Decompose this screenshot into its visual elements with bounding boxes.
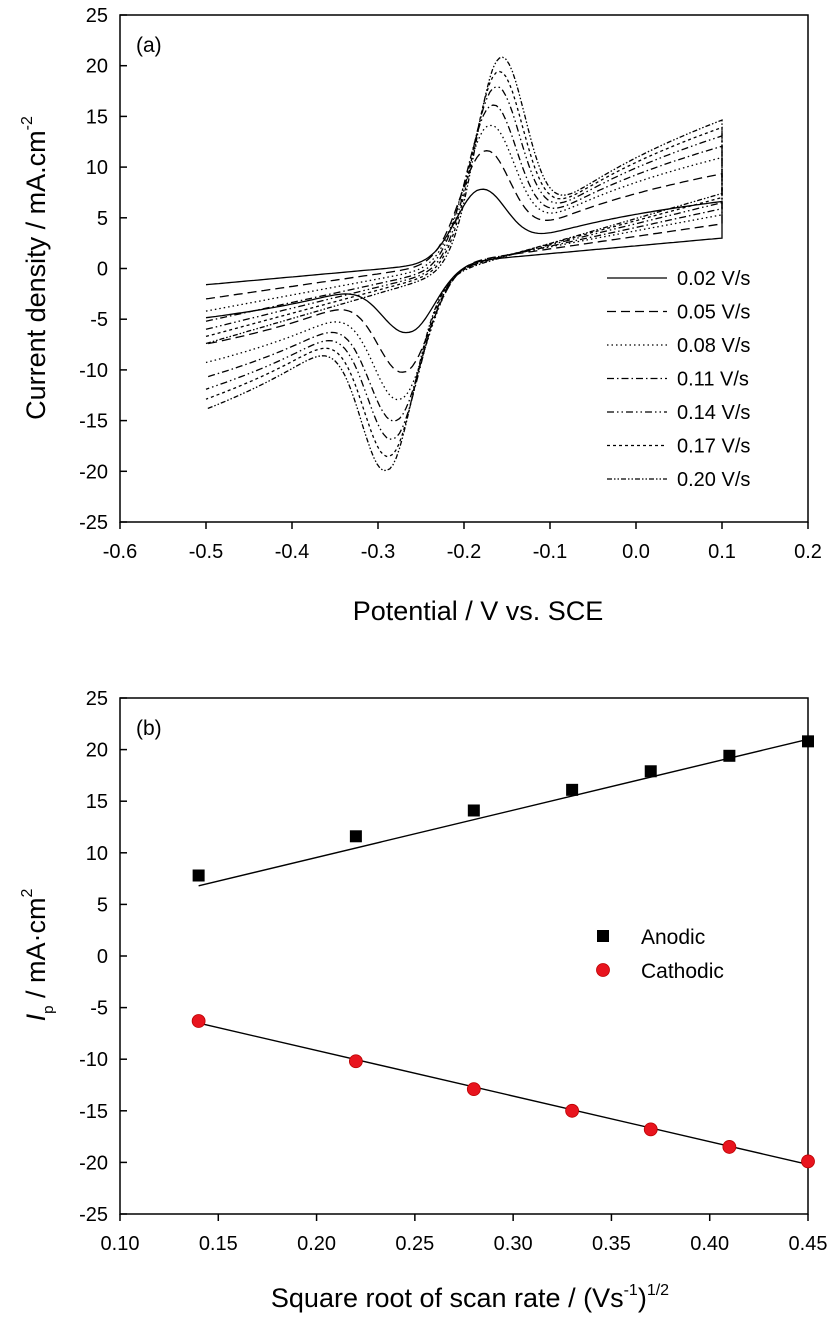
data-point-cathodic: [466, 1082, 481, 1097]
y-axis-title-b-sub: p: [40, 1006, 57, 1014]
y-tick-label: -20: [79, 461, 108, 483]
panel-b: 25 20 15 10 5 0 -5 -10 -15 -20 -25 0.10 0.15 0.20 0.2…: [19, 688, 827, 1313]
data-point-cathodic: [643, 1122, 658, 1137]
y-tick-label: 0: [97, 259, 108, 281]
y-tick-label: -10: [79, 360, 108, 382]
x-tick-label: 0.2: [794, 541, 822, 563]
y-tick-label: -25: [79, 512, 108, 534]
y-axis-b: 25 20 15 10 5 0 -5 -10 -15 -20 -25: [79, 688, 127, 1226]
fit-line-anodic: [198, 738, 809, 887]
x-tick-label: -0.5: [189, 541, 223, 563]
y-tick-label: 10: [86, 157, 108, 179]
data-point-cathodic: [191, 1014, 206, 1028]
y-axis-a: 25 20 15 10 5 0 -5 -10 -15 -20 -25: [79, 5, 127, 534]
y-tick-label: -5: [90, 998, 108, 1020]
x-tick-label: 0.1: [708, 541, 736, 563]
x-tick-label: 0.30: [494, 1233, 533, 1255]
y-tick-label: 25: [86, 5, 108, 27]
cv-curve-4: [205, 104, 723, 422]
legend-label-a: 0.14 V/s: [677, 402, 750, 424]
x-axis-title-b-sup1: -1: [624, 1282, 638, 1299]
legend-marker-b: [596, 963, 610, 977]
cv-curve-7: [205, 56, 723, 472]
data-point-anodic: [644, 765, 657, 778]
y-tick-label: -15: [79, 411, 108, 433]
x-tick-label: -0.2: [447, 541, 481, 563]
x-tick-label: 0.45: [789, 1233, 828, 1255]
plot-frame-b: [119, 697, 809, 1215]
cv-curve-6: [205, 70, 723, 458]
y-tick-label: 15: [86, 791, 108, 813]
x-tick-label: 0.15: [199, 1233, 238, 1255]
y-axis-title-a: Current density / mA.cm-2: [19, 116, 51, 420]
cv-curve-5: [205, 86, 723, 440]
y-axis-title-b-sup: 2: [19, 889, 36, 898]
y-tick-label: 20: [86, 740, 108, 762]
legend-label-b: Anodic: [641, 926, 705, 949]
y-tick-label: 15: [86, 106, 108, 128]
data-point-anodic: [723, 749, 736, 762]
x-tick-label: -0.1: [533, 541, 567, 563]
data-point-cathodic: [801, 1154, 815, 1169]
x-tick-label: 0.25: [395, 1233, 434, 1255]
panel-label-b: (b): [136, 717, 162, 740]
data-point-anodic: [349, 830, 362, 843]
x-axis-a: -0.6 -0.5 -0.4 -0.3 -0.2 -0.1 0.0 0.1 0.2: [103, 522, 822, 563]
y-axis-title-b: Ip / mA·cm2: [19, 889, 57, 1022]
y-tick-label: 20: [86, 56, 108, 78]
legend-label-a: 0.20 V/s: [677, 469, 750, 491]
data-point-cathodic: [722, 1140, 737, 1154]
x-tick-label: -0.3: [361, 541, 395, 563]
legend-label-a: 0.02 V/s: [677, 268, 750, 290]
x-tick-label: 0.35: [592, 1233, 631, 1255]
y-tick-label: 5: [97, 894, 108, 916]
legend-marker-b: [597, 930, 609, 942]
cv-curves: [205, 56, 723, 472]
x-tick-label: 0.10: [101, 1233, 140, 1255]
fit-line-cathodic: [198, 1022, 809, 1166]
panel-label-a: (a): [136, 34, 162, 57]
data-point-anodic: [802, 735, 814, 748]
legend-a: 0.02 V/s 0.05 V/s 0.08 V/s 0.11 V/s 0.14 V/s…: [607, 268, 750, 491]
x-axis-title-b-sup2: 1/2: [647, 1282, 669, 1299]
legend-b: Anodic Cathodic: [596, 926, 724, 983]
x-tick-label: 0.40: [690, 1233, 729, 1255]
x-tick-label: 0.20: [297, 1233, 336, 1255]
y-tick-label: -15: [79, 1101, 108, 1123]
y-tick-label: 25: [86, 688, 108, 710]
x-axis-title-b: Square root of scan rate / (Vs-1)1/2: [271, 1282, 669, 1313]
data-point-cathodic: [348, 1054, 363, 1069]
y-tick-label: 0: [97, 946, 108, 968]
legend-label-a: 0.08 V/s: [677, 335, 750, 357]
scatter-series: [191, 735, 815, 1169]
cv-curve-1: [205, 188, 723, 334]
legend-label-b: Cathodic: [641, 960, 724, 983]
x-tick-label: -0.6: [103, 541, 137, 563]
cv-curve-2: [205, 150, 723, 373]
legend-label-a: 0.05 V/s: [677, 302, 750, 324]
x-axis-title-a: Potential / V vs. SCE: [353, 596, 604, 626]
y-tick-label: -10: [79, 1049, 108, 1071]
y-axis-title-a-sup: -2: [19, 116, 36, 130]
y-tick-label: 5: [97, 208, 108, 230]
legend-label-a: 0.11 V/s: [677, 369, 749, 391]
data-point-anodic: [192, 869, 205, 882]
y-tick-label: 10: [86, 843, 108, 865]
x-tick-label: -0.4: [275, 541, 309, 563]
data-point-anodic: [467, 804, 480, 817]
legend-label-a: 0.17 V/s: [677, 436, 750, 458]
x-axis-b: 0.10 0.15 0.20 0.25 0.30 0.35 0.40 0.45: [101, 1214, 828, 1255]
x-tick-label: 0.0: [622, 541, 650, 563]
y-tick-label: -5: [90, 309, 108, 331]
y-tick-label: -20: [79, 1152, 108, 1174]
data-point-cathodic: [565, 1103, 580, 1118]
data-point-anodic: [566, 783, 579, 796]
y-tick-label: -25: [79, 1204, 108, 1226]
